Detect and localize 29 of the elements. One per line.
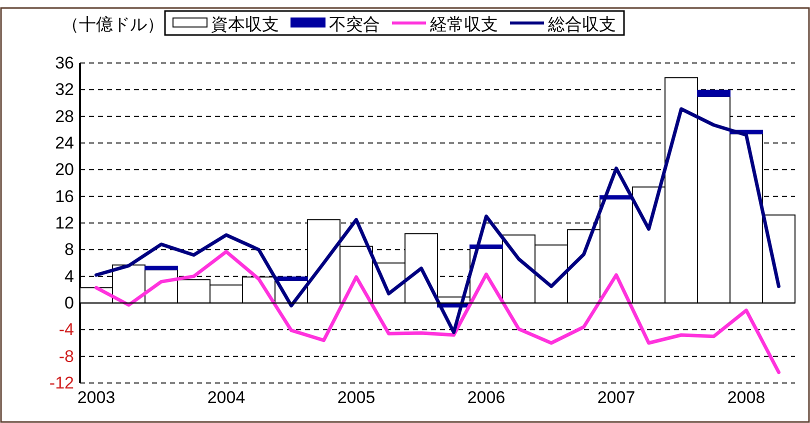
legend-label: 不突合 xyxy=(329,15,380,34)
y-tick-label: 8 xyxy=(64,240,74,260)
y-tick-label: 28 xyxy=(55,106,74,126)
y-tick-label: 24 xyxy=(55,133,74,152)
legend-label: 総合収支 xyxy=(547,15,616,34)
y-tick-label: 16 xyxy=(55,186,74,206)
y-tick-label: -8 xyxy=(58,346,74,366)
y-axis-title: （十億ドル） xyxy=(62,15,164,34)
legend-label: 資本収支 xyxy=(211,15,279,34)
x-tick-label: 2007 xyxy=(597,388,636,408)
x-tick-label: 2006 xyxy=(467,388,506,408)
y-tick-label: 20 xyxy=(55,160,74,180)
y-tick-label: 36 xyxy=(55,53,74,72)
y-tick-label: -4 xyxy=(58,320,74,340)
x-tick-label: 2008 xyxy=(727,388,766,408)
y-tick-label: 0 xyxy=(64,293,74,312)
y-tick-label: 4 xyxy=(64,266,74,286)
line-series xyxy=(94,250,780,374)
line-series xyxy=(94,107,780,334)
y-tick-label: -12 xyxy=(49,373,74,392)
bar xyxy=(697,90,730,97)
y-tick-label: 12 xyxy=(55,213,74,232)
y-tick-label: 32 xyxy=(55,80,74,100)
legend-label: 経常収支 xyxy=(429,15,498,34)
x-tick-label: 2005 xyxy=(337,388,376,408)
x-tick-label: 2004 xyxy=(207,388,246,408)
x-tick-label: 2003 xyxy=(77,388,116,408)
bar xyxy=(144,266,178,270)
bar xyxy=(274,276,308,281)
